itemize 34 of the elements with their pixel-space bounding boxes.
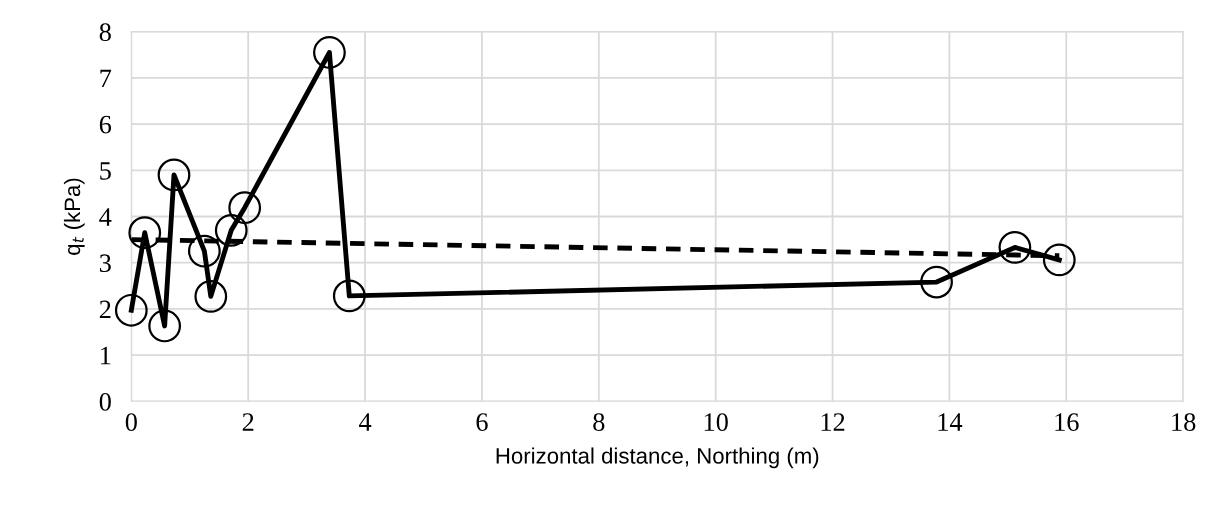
x-tick-label: 16: [1055, 413, 1079, 431]
y-tick-label: 7: [100, 69, 112, 88]
point: [187, 234, 221, 268]
x-tick-label: 18: [1172, 413, 1196, 431]
x-tick-label: 8: [593, 413, 605, 431]
y-tick-label: 2: [99, 300, 111, 319]
point: [148, 309, 182, 343]
point: [313, 36, 346, 69]
y-tick-label: 6: [99, 115, 112, 134]
y-axis-title: q$_{t}$ (kPa): [63, 178, 85, 255]
x-tick-label: 4: [358, 413, 372, 431]
point: [157, 158, 191, 192]
x-axis-title: Horizontal distance, Northing (m): [496, 447, 819, 469]
point: [214, 213, 248, 247]
point: [194, 280, 228, 313]
point: [114, 293, 148, 327]
x-tick-label: 10: [704, 413, 728, 431]
x-tick-label: 6: [476, 413, 488, 431]
y-tick-label: 1: [101, 346, 111, 365]
point: [920, 265, 953, 299]
y-tick-label: 4: [99, 208, 112, 226]
point: [228, 191, 262, 225]
x-tick-label: 0: [125, 413, 137, 431]
x-tick-label: 2: [242, 413, 254, 431]
y-tick-label: 0: [99, 392, 111, 411]
y-tick-label: 3: [99, 254, 111, 273]
y-tick-label: 8: [99, 23, 111, 42]
x-tick-label: 12: [821, 413, 845, 431]
point: [998, 231, 1032, 264]
point: [1042, 243, 1076, 277]
point: [332, 279, 366, 313]
y-tick-label: 5: [100, 162, 111, 180]
x-tick-label: 14: [938, 413, 963, 431]
point: [128, 216, 162, 250]
